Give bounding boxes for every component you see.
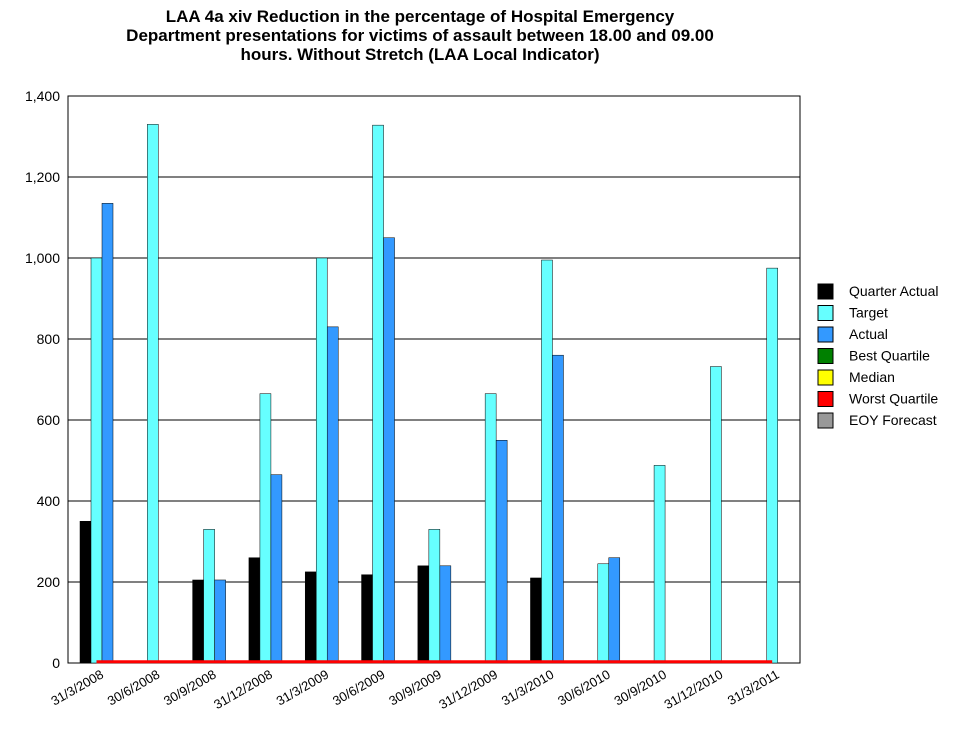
bar — [248, 557, 261, 664]
x-tick-label: 30/6/2008 — [105, 667, 163, 709]
x-tick-label: 30/6/2010 — [555, 667, 613, 709]
x-tick-label: 31/3/2011 — [725, 667, 782, 708]
x-tick-label: 31/12/2008 — [211, 667, 275, 713]
bar — [147, 124, 159, 664]
legend-label: Target — [849, 305, 888, 321]
bar — [214, 579, 226, 664]
legend-label: Best Quartile — [849, 348, 930, 364]
bar — [653, 465, 666, 664]
x-tick-label: 31/3/2010 — [499, 667, 557, 709]
bar — [439, 565, 452, 664]
x-tick-label: 31/3/2008 — [48, 667, 106, 709]
legend-swatch — [817, 412, 834, 429]
bar — [101, 203, 114, 664]
x-tick-label: 30/6/2009 — [330, 667, 388, 709]
x-tick-label: 30/9/2009 — [386, 667, 444, 709]
bar — [530, 577, 542, 664]
bar — [417, 565, 430, 664]
bar — [597, 563, 610, 664]
bar — [270, 474, 283, 664]
bar — [315, 257, 328, 664]
x-tick-label: 31/12/2010 — [662, 667, 726, 713]
bar — [383, 237, 395, 664]
bar — [428, 529, 441, 664]
chart-title: Department presentations for victims of … — [126, 26, 714, 45]
bar — [361, 574, 373, 664]
bar — [304, 571, 317, 664]
y-tick-label: 600 — [37, 412, 61, 428]
legend-swatch — [817, 283, 834, 300]
legend-swatch — [817, 348, 834, 364]
y-tick-label: 1,400 — [25, 88, 60, 104]
legend-label: EOY Forecast — [849, 412, 937, 428]
legend-label: Actual — [849, 326, 888, 342]
bar — [541, 259, 553, 664]
x-tick-label: 30/9/2010 — [611, 667, 669, 709]
legend-swatch — [817, 305, 834, 321]
legend-label: Median — [849, 369, 895, 385]
x-tick-label: 31/12/2009 — [436, 667, 500, 713]
y-tick-label: 800 — [37, 331, 61, 347]
y-tick-label: 0 — [52, 655, 60, 671]
bar — [372, 124, 384, 664]
chart-title: LAA 4a xiv Reduction in the percentage o… — [166, 7, 675, 26]
bar — [608, 557, 621, 664]
y-tick-label: 1,000 — [25, 250, 60, 266]
bar — [79, 521, 92, 664]
legend-swatch — [817, 391, 834, 407]
bar — [259, 393, 272, 664]
bar — [90, 257, 103, 664]
bar — [203, 529, 215, 664]
bar — [710, 366, 722, 664]
legend-swatch — [817, 326, 834, 343]
y-tick-label: 1,200 — [25, 169, 60, 185]
bar — [484, 393, 497, 664]
chart-title: hours. Without Stretch (LAA Local Indica… — [240, 45, 599, 64]
bar — [326, 326, 339, 664]
y-tick-label: 200 — [37, 574, 61, 590]
x-tick-label: 31/3/2009 — [274, 667, 332, 709]
legend-label: Quarter Actual — [849, 283, 939, 299]
legend-swatch — [817, 369, 834, 386]
y-tick-label: 400 — [37, 493, 61, 509]
bar — [552, 354, 564, 664]
bar — [192, 579, 204, 664]
legend-label: Worst Quartile — [849, 391, 938, 407]
x-tick-label: 30/9/2008 — [161, 667, 219, 709]
bar — [495, 440, 508, 664]
bar — [766, 267, 778, 664]
